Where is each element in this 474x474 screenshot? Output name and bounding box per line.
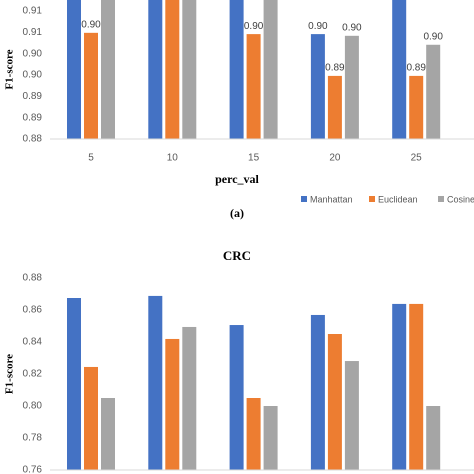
y-tick-label: 0.86: [23, 305, 43, 316]
data-label: 0.90: [244, 21, 264, 32]
bar: [246, 398, 261, 470]
legend-label: Manhattan: [310, 194, 353, 204]
y-axis-label: F1-score: [4, 354, 16, 394]
bar: [310, 34, 325, 139]
y-tick-label: 0.88: [23, 134, 43, 145]
legend-swatch: [438, 196, 444, 202]
plot: [67, 0, 441, 139]
bar: [392, 0, 407, 139]
bar: [246, 34, 261, 139]
y-axis-label: F1-score: [4, 49, 16, 89]
bar: [67, 0, 81, 139]
bar: [426, 406, 441, 470]
bar: [229, 0, 244, 139]
data-label: 0.89: [325, 63, 345, 74]
bar: [84, 32, 98, 139]
y-tick-label: 0.76: [23, 465, 43, 474]
bar: [327, 75, 342, 139]
data-label: 0.90: [423, 31, 443, 42]
data-label: 0.90: [81, 19, 101, 30]
bar: [148, 295, 163, 470]
x-tick-label: 20: [329, 153, 341, 164]
bar: [67, 298, 81, 470]
bar: [344, 361, 359, 470]
legend-label: Euclidean: [378, 194, 418, 204]
bar: [148, 0, 163, 139]
y-tick-label: 0.88: [23, 273, 43, 284]
bar: [165, 0, 180, 139]
bar: [409, 75, 424, 139]
y-tick-label: 0.82: [23, 369, 43, 380]
y-tick-label: 0.84: [23, 337, 43, 348]
bar: [344, 35, 359, 139]
data-label: 0.90: [308, 21, 328, 32]
x-tick-label: 10: [167, 153, 179, 164]
plot: [67, 295, 441, 470]
bar: [84, 366, 98, 470]
y-tick-label: 0.89: [23, 91, 43, 102]
bar: [409, 303, 424, 470]
x-tick-label: 15: [248, 153, 260, 164]
bar: [310, 314, 325, 470]
legend-swatch: [369, 196, 375, 202]
bar: [263, 406, 278, 470]
y-tick-label: 0.78: [23, 433, 43, 444]
bar: [182, 326, 197, 470]
bar: [229, 325, 244, 470]
y-tick-label: 0.89: [23, 112, 43, 123]
bar: [392, 303, 407, 470]
caption: (a): [230, 206, 244, 220]
y-tick-label: 0.90: [23, 70, 43, 81]
chart-title: CRC: [223, 248, 251, 263]
x-tick-label: 5: [88, 153, 94, 164]
y-tick-label: 0.80: [23, 401, 43, 412]
bar: [182, 0, 197, 139]
y-tick-label: 0.91: [23, 27, 43, 38]
bar: [263, 0, 278, 139]
bar: [101, 398, 115, 470]
y-tick-label: 0.90: [23, 48, 43, 59]
x-tick-label: 25: [411, 153, 423, 164]
bar: [101, 0, 115, 139]
bar: [426, 44, 441, 139]
data-label: 0.90: [342, 22, 362, 33]
y-tick-label: 0.91: [23, 6, 43, 17]
data-label: 0.89: [406, 63, 426, 74]
legend-label: Cosine: [447, 194, 474, 204]
x-axis-label: perc_val: [215, 172, 259, 186]
legend-swatch: [301, 196, 307, 202]
bar: [165, 338, 180, 470]
bar: [327, 334, 342, 470]
